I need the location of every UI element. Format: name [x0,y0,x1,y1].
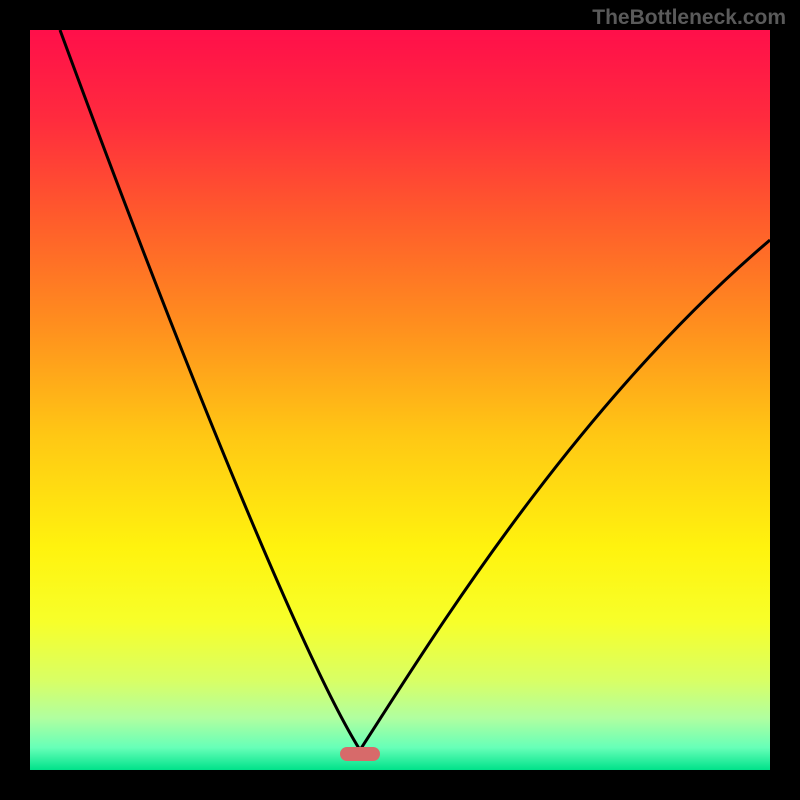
watermark-text: TheBottleneck.com [592,6,786,30]
plot-background [30,30,770,770]
minimum-marker [340,747,380,761]
plot-svg [30,30,770,770]
plot-area [30,30,770,770]
canvas: TheBottleneck.com [0,0,800,800]
